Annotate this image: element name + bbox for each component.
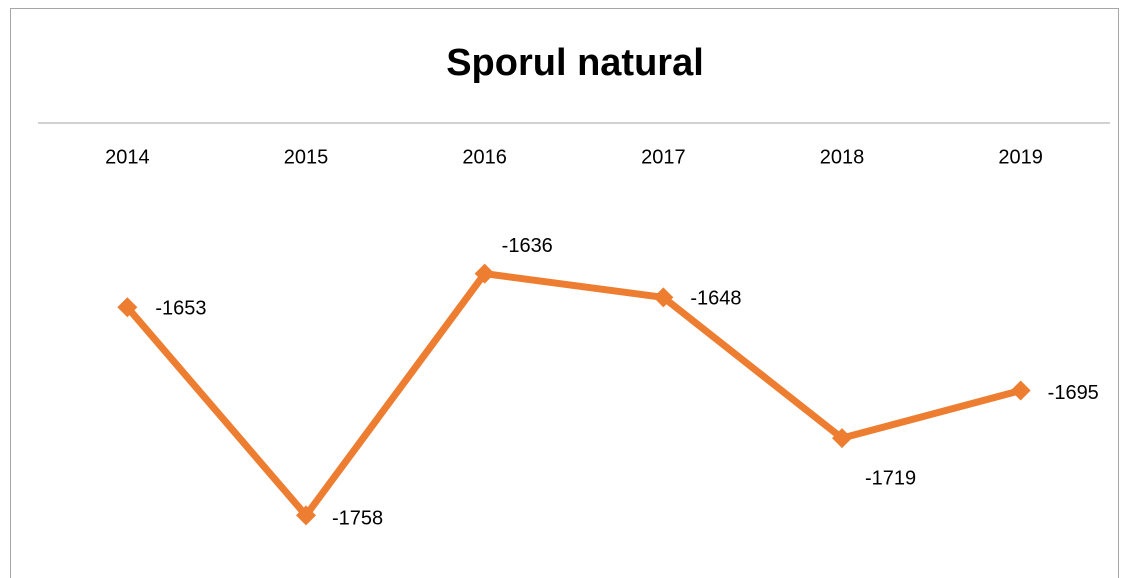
chart-border (10, 8, 1119, 578)
data-label: -1648 (690, 288, 741, 310)
chart-title: Sporul natural (446, 42, 704, 84)
marker (653, 287, 674, 308)
marker (832, 428, 852, 449)
x-tick-label: 2015 (284, 146, 329, 168)
line (124, 270, 1022, 519)
marker (474, 263, 495, 284)
data-label: -1653 (155, 298, 206, 320)
x-tick-label: 2016 (462, 146, 507, 168)
marker (296, 505, 316, 526)
x-tick-label: 2017 (641, 146, 686, 168)
marker (1010, 380, 1031, 401)
x-tick-label: 2019 (998, 146, 1043, 168)
x-tick-label: 2018 (820, 146, 865, 168)
data-label: -1719 (865, 467, 916, 489)
data-label: -1695 (1048, 382, 1099, 404)
data-label: -1636 (502, 235, 553, 257)
marker (117, 297, 138, 318)
x-tick-label: 2014 (105, 146, 150, 168)
data-label: -1758 (332, 508, 383, 530)
